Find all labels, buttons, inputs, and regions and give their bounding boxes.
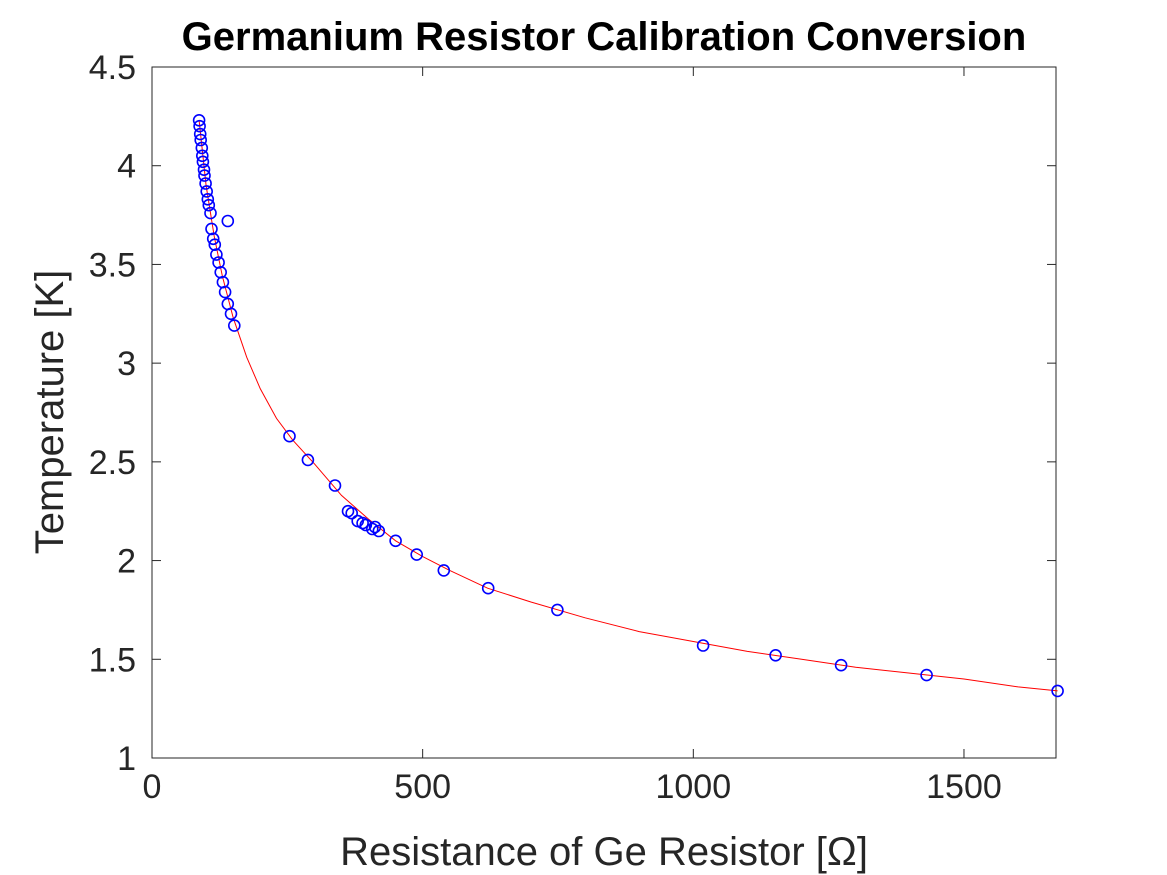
data-point-marker: [834, 658, 848, 672]
data-point-marker: [328, 479, 342, 492]
data-point-marker: [196, 155, 210, 169]
data-point-marker: [437, 564, 451, 577]
y-tick-label: 4.5: [89, 49, 136, 87]
y-tick-label: 3.5: [89, 246, 136, 284]
data-point-marker: [198, 169, 211, 182]
chart-title: Germanium Resistor Calibration Conversio…: [182, 15, 1027, 59]
data-point-marker: [389, 534, 402, 548]
data-point-marker: [368, 520, 382, 534]
data-point-marker: [197, 163, 211, 176]
data-point-marker: [221, 214, 235, 228]
data-point-marker: [372, 524, 386, 538]
data-point-marker: [206, 232, 220, 246]
data-point-marker: [193, 119, 206, 133]
x-tick-label: 1500: [926, 768, 1002, 806]
data-point-marker: [210, 248, 223, 261]
y-tick-label: 2: [117, 543, 136, 581]
data-point-marker: [208, 238, 222, 251]
data-point-marker: [769, 648, 782, 662]
data-point-marker: [481, 581, 495, 595]
data-point-marker: [224, 307, 238, 321]
y-tick-label: 2.5: [89, 444, 136, 482]
y-axis-label: Temperature [K]: [28, 270, 72, 555]
data-point-marker: [201, 193, 215, 206]
data-point-marker: [551, 603, 564, 617]
data-point-marker: [200, 185, 213, 198]
data-point-marker: [410, 548, 424, 561]
data-point-marker: [228, 319, 241, 332]
x-tick-label: 0: [143, 768, 162, 806]
data-point-marker: [696, 639, 710, 652]
y-tick-label: 1: [117, 740, 136, 778]
y-tick-label: 1.5: [89, 641, 136, 679]
axis-ticks: 0 500 1000 1500 1 1.5 2 2.5 3 3.5 4 4.5: [89, 49, 1056, 806]
data-point-marker: [345, 506, 359, 520]
x-tick-label: 1000: [655, 768, 731, 806]
data-point-marker: [218, 285, 232, 299]
data-point-marker: [301, 453, 315, 467]
data-point-marker: [192, 114, 206, 127]
x-tick-label: 500: [394, 768, 451, 806]
data-point-marker: [195, 141, 209, 155]
data-point-marker: [1051, 684, 1064, 698]
data-markers-layer: [192, 114, 1064, 698]
y-tick-label: 3: [117, 345, 136, 383]
data-point-marker: [194, 133, 207, 147]
data-point-marker: [193, 127, 207, 141]
x-axis-label: Resistance of Ge Resistor [Ω]: [340, 830, 868, 874]
data-point-marker: [199, 177, 212, 190]
data-point-marker: [283, 429, 296, 443]
y-tick-label: 4: [117, 148, 136, 186]
plot-area: [151, 66, 1057, 759]
data-point-marker: [202, 198, 216, 212]
data-point-marker: [196, 149, 209, 163]
data-point-marker: [920, 668, 933, 682]
data-point-marker: [365, 522, 379, 536]
data-point-marker: [359, 518, 373, 532]
data-point-marker: [204, 206, 217, 220]
